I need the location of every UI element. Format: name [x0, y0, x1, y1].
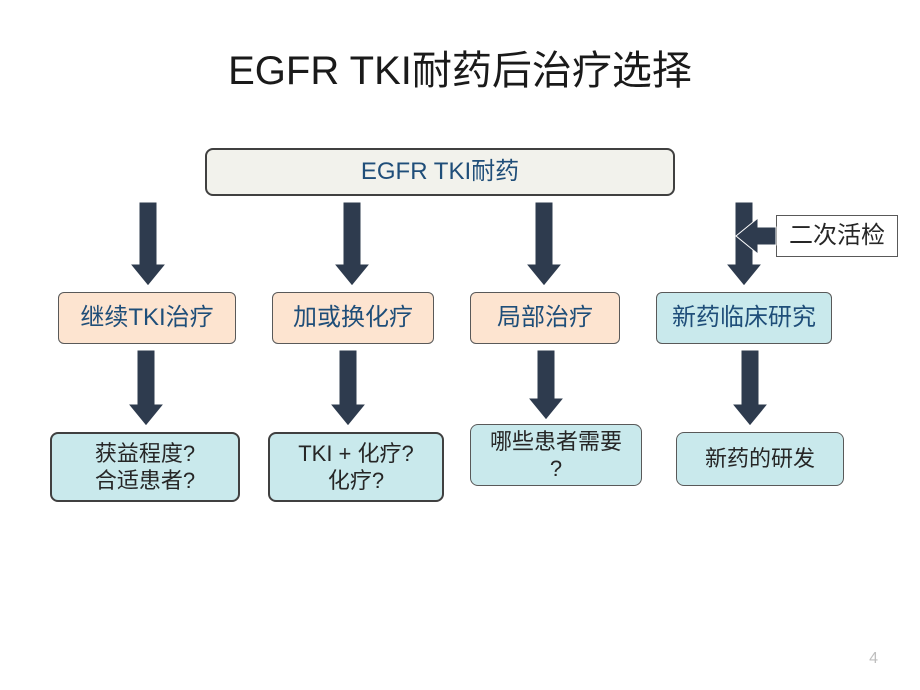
box-bot2: TKI + 化疗? 化疗?: [268, 432, 444, 502]
arrow-biopsy: [736, 218, 776, 254]
arrow-top-2: [334, 202, 370, 286]
box-top: EGFR TKI耐药: [205, 148, 675, 196]
arrow-top-3: [526, 202, 562, 286]
arrow-bot-4: [732, 350, 768, 426]
box-bot4: 新药的研发: [676, 432, 844, 486]
box-biopsy: 二次活检: [776, 215, 898, 257]
box-mid3: 局部治疗: [470, 292, 620, 344]
box-bot3: 哪些患者需要 ?: [470, 424, 642, 486]
box-mid4: 新药临床研究: [656, 292, 832, 344]
page-number: 4: [869, 650, 878, 668]
box-mid1: 继续TKI治疗: [58, 292, 236, 344]
box-mid2: 加或换化疗: [272, 292, 434, 344]
slide-title: EGFR TKI耐药后治疗选择: [0, 38, 920, 96]
arrow-bot-3: [528, 350, 564, 420]
arrow-top-1: [130, 202, 166, 286]
arrow-bot-1: [128, 350, 164, 426]
box-bot1: 获益程度? 合适患者?: [50, 432, 240, 502]
arrow-bot-2: [330, 350, 366, 426]
